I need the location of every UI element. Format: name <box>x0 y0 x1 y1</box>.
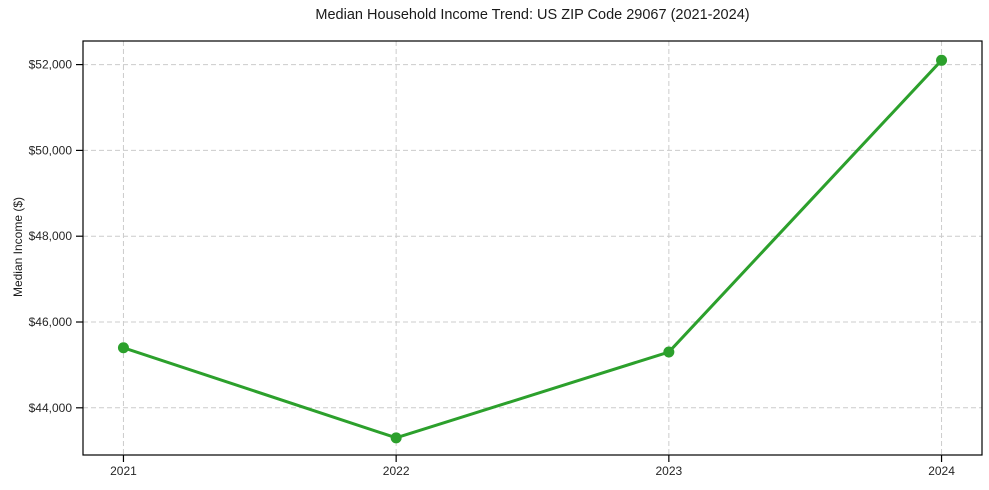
chart-title: Median Household Income Trend: US ZIP Co… <box>315 7 750 23</box>
x-tick-label: 2024 <box>928 464 955 478</box>
plot-border <box>82 40 983 456</box>
y-tick-label: $46,000 <box>29 315 73 329</box>
data-line <box>122 59 943 440</box>
y-tick-label: $48,000 <box>29 229 73 243</box>
data-point-2023 <box>663 346 675 358</box>
x-tick-label: 2022 <box>383 464 410 478</box>
data-point-2024 <box>936 54 948 66</box>
x-tick-label: 2021 <box>110 464 137 478</box>
x-tick-label: 2023 <box>655 464 682 478</box>
data-point-2021 <box>117 342 129 354</box>
y-tick-label: $52,000 <box>29 58 73 72</box>
y-tick-label: $50,000 <box>29 143 73 157</box>
y-tick-label: $44,000 <box>29 401 73 415</box>
data-point-2022 <box>390 432 402 444</box>
